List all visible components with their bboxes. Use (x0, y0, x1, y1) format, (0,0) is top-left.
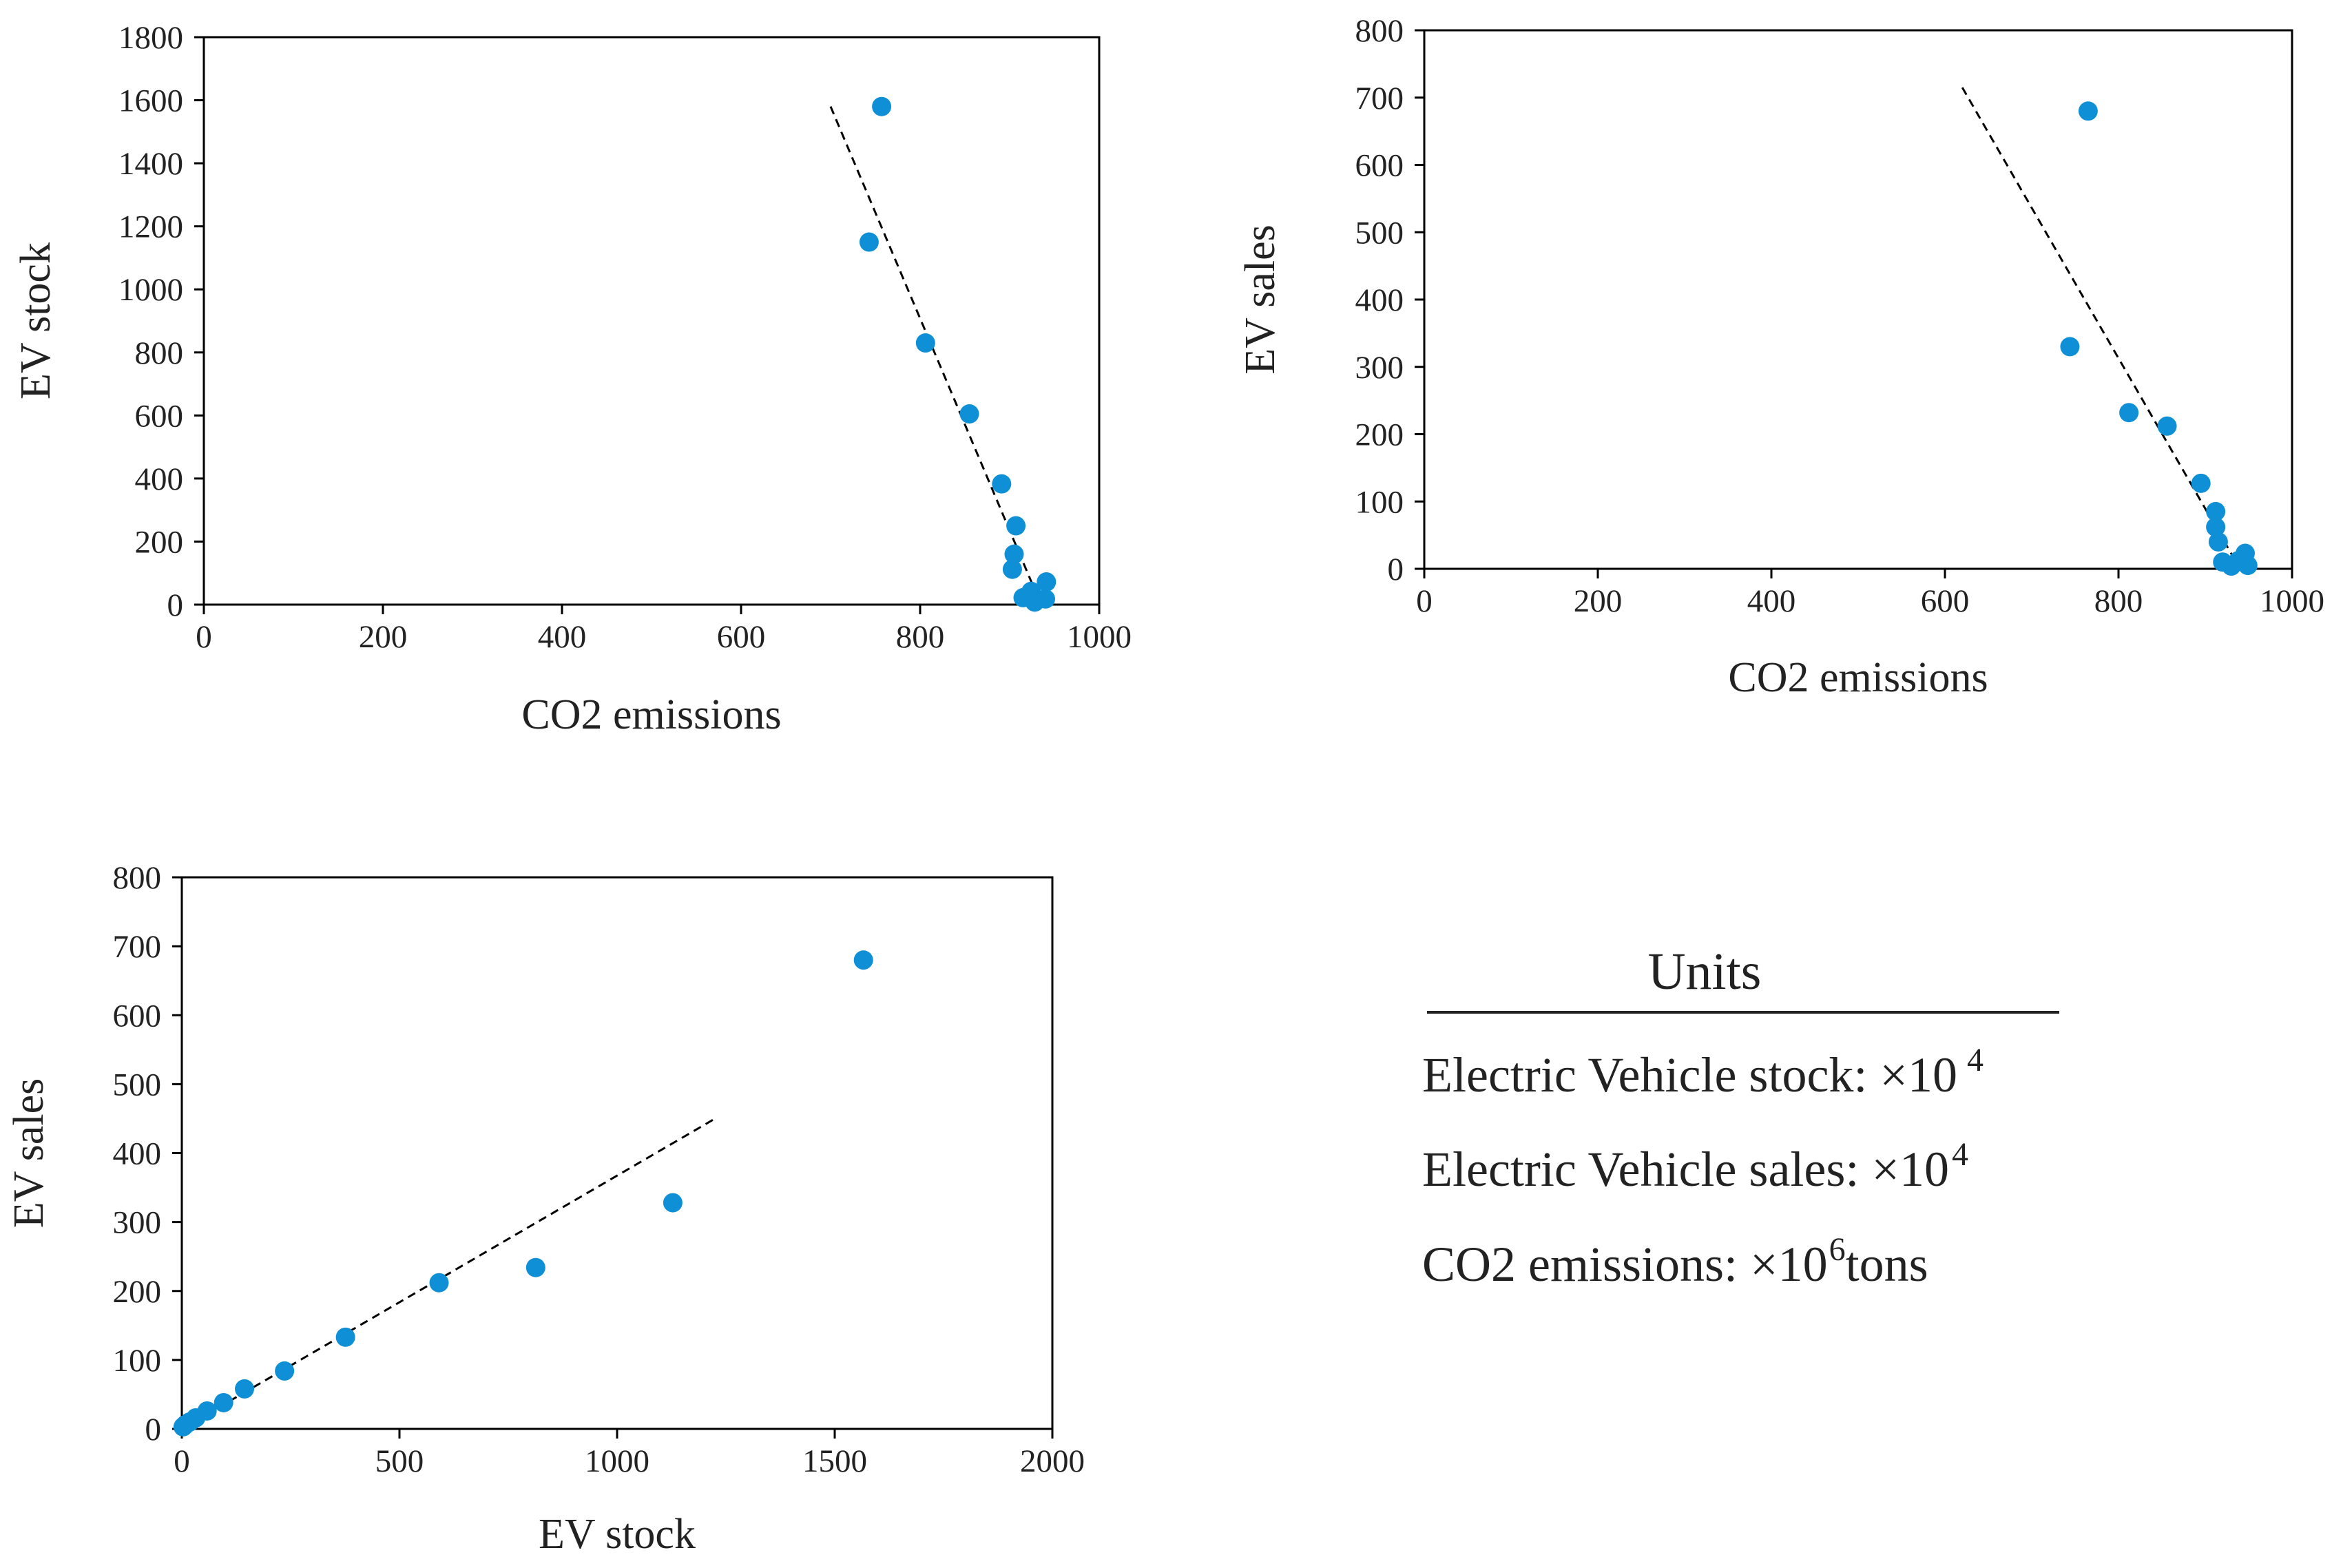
x-tick-label: 800 (2094, 583, 2143, 619)
data-point (1002, 559, 1022, 579)
x-tick-label: 200 (359, 619, 408, 655)
x-tick-label: 2000 (1020, 1443, 1085, 1479)
y-tick-label: 100 (113, 1343, 162, 1379)
trend-line (1961, 87, 2241, 569)
y-tick-label: 1800 (118, 20, 183, 56)
x-tick-label: 1500 (802, 1443, 867, 1479)
y-axis-label: EV sales (6, 1078, 52, 1229)
data-point (872, 96, 892, 116)
data-point (1037, 572, 1056, 592)
data-point (275, 1361, 295, 1381)
data-point (859, 232, 879, 252)
plot-frame (202, 36, 1101, 606)
data-point (2206, 501, 2226, 521)
x-tick-label: 200 (1574, 583, 1623, 619)
data-point (235, 1379, 255, 1399)
y-tick-label: 500 (113, 1067, 162, 1102)
trend-line (181, 1118, 716, 1430)
x-tick-label: 400 (1747, 583, 1796, 619)
data-point (173, 1417, 193, 1436)
y-tick-label: 1000 (118, 272, 183, 308)
plot-frame (1423, 29, 2293, 570)
y-tick-label: 700 (1355, 81, 1404, 116)
y-tick-label: 100 (1355, 484, 1404, 520)
data-point (1004, 544, 1024, 564)
y-tick-label: 600 (135, 398, 184, 434)
y-tick-label: 200 (113, 1274, 162, 1310)
data-point (992, 474, 1012, 494)
x-tick-label: 1000 (2260, 583, 2324, 619)
y-tick-label: 300 (1355, 350, 1404, 386)
y-tick-label: 300 (113, 1205, 162, 1241)
y-tick-label: 700 (113, 929, 162, 965)
data-point (2191, 473, 2211, 493)
y-tick-label: 800 (1355, 13, 1404, 49)
units-line-co2: CO2 emissions: ×106tons (1422, 1231, 1928, 1292)
y-tick-label: 0 (1388, 552, 1404, 587)
data-point (2206, 517, 2226, 537)
x-axis-label: CO2 emissions (521, 691, 781, 738)
x-tick-label: 400 (538, 619, 587, 655)
data-point (2221, 556, 2241, 576)
data-point (915, 333, 935, 353)
data-point (429, 1273, 449, 1293)
chart-ev-sales-vs-ev-stock: 0 500 1000 1500 2000 0 100 200 300 400 500 600 700 80… (6, 860, 1085, 1558)
data-point (1006, 516, 1026, 536)
y-tick-label: 400 (135, 461, 184, 497)
y-tick-label: 1600 (118, 83, 183, 119)
data-point (2157, 416, 2177, 436)
y-tick-label: 1200 (118, 209, 183, 245)
units-title: Units (1648, 943, 1762, 1001)
x-axis-label: CO2 emissions (1728, 654, 1988, 701)
y-tick-label: 800 (135, 335, 184, 371)
data-point (2238, 556, 2258, 576)
x-tick-label: 600 (717, 619, 766, 655)
x-axis-label: EV stock (539, 1511, 696, 1558)
x-tick-label: 1000 (585, 1443, 649, 1479)
data-point (1025, 592, 1045, 612)
chart-ev-sales-vs-co2: 0 200 400 600 800 1000 0 100 200 300 400 500 600 700 8… (1237, 13, 2324, 701)
y-tick-label: 800 (113, 860, 162, 896)
data-point (663, 1193, 683, 1213)
chart-ev-stock-vs-co2: 0 200 400 600 800 1000 0 200 400 600 800 1000 1200 14… (12, 20, 1132, 738)
y-tick-label: 0 (145, 1412, 162, 1447)
y-axis-label: EV stock (12, 242, 59, 399)
x-tick-label: 500 (375, 1443, 424, 1479)
y-tick-label: 200 (1355, 417, 1404, 453)
data-point (335, 1327, 355, 1347)
data-point (2119, 403, 2139, 423)
data-point (853, 950, 873, 970)
y-tick-label: 500 (1355, 215, 1404, 251)
data-point (2208, 532, 2228, 552)
x-tick-label: 800 (896, 619, 945, 655)
x-tick-label: 0 (1416, 583, 1433, 619)
units-line-sales: Electric Vehicle sales: ×104 (1422, 1136, 1968, 1197)
x-tick-label: 1000 (1067, 619, 1132, 655)
y-tick-label: 600 (113, 998, 162, 1034)
data-point (959, 404, 979, 424)
y-tick-label: 200 (135, 524, 184, 560)
plot-frame (180, 876, 1054, 1430)
x-tick-label: 600 (1921, 583, 1970, 619)
data-point (214, 1392, 233, 1412)
y-tick-label: 600 (1355, 148, 1404, 184)
units-line-stock: Electric Vehicle stock: ×10 4 (1422, 1042, 1984, 1102)
y-tick-label: 0 (167, 587, 184, 623)
y-tick-label: 400 (1355, 282, 1404, 318)
data-point (525, 1257, 545, 1277)
x-tick-label: 0 (196, 619, 212, 655)
y-tick-label: 1400 (118, 146, 183, 182)
trend-line (829, 106, 1042, 605)
y-axis-label: EV sales (1237, 224, 1284, 375)
data-point (2078, 101, 2098, 121)
x-tick-label: 0 (174, 1443, 190, 1479)
data-point (2060, 337, 2080, 357)
units-legend: Units Electric Vehicle stock: ×10 4 Elect… (1422, 943, 2059, 1292)
y-tick-label: 400 (113, 1136, 162, 1172)
